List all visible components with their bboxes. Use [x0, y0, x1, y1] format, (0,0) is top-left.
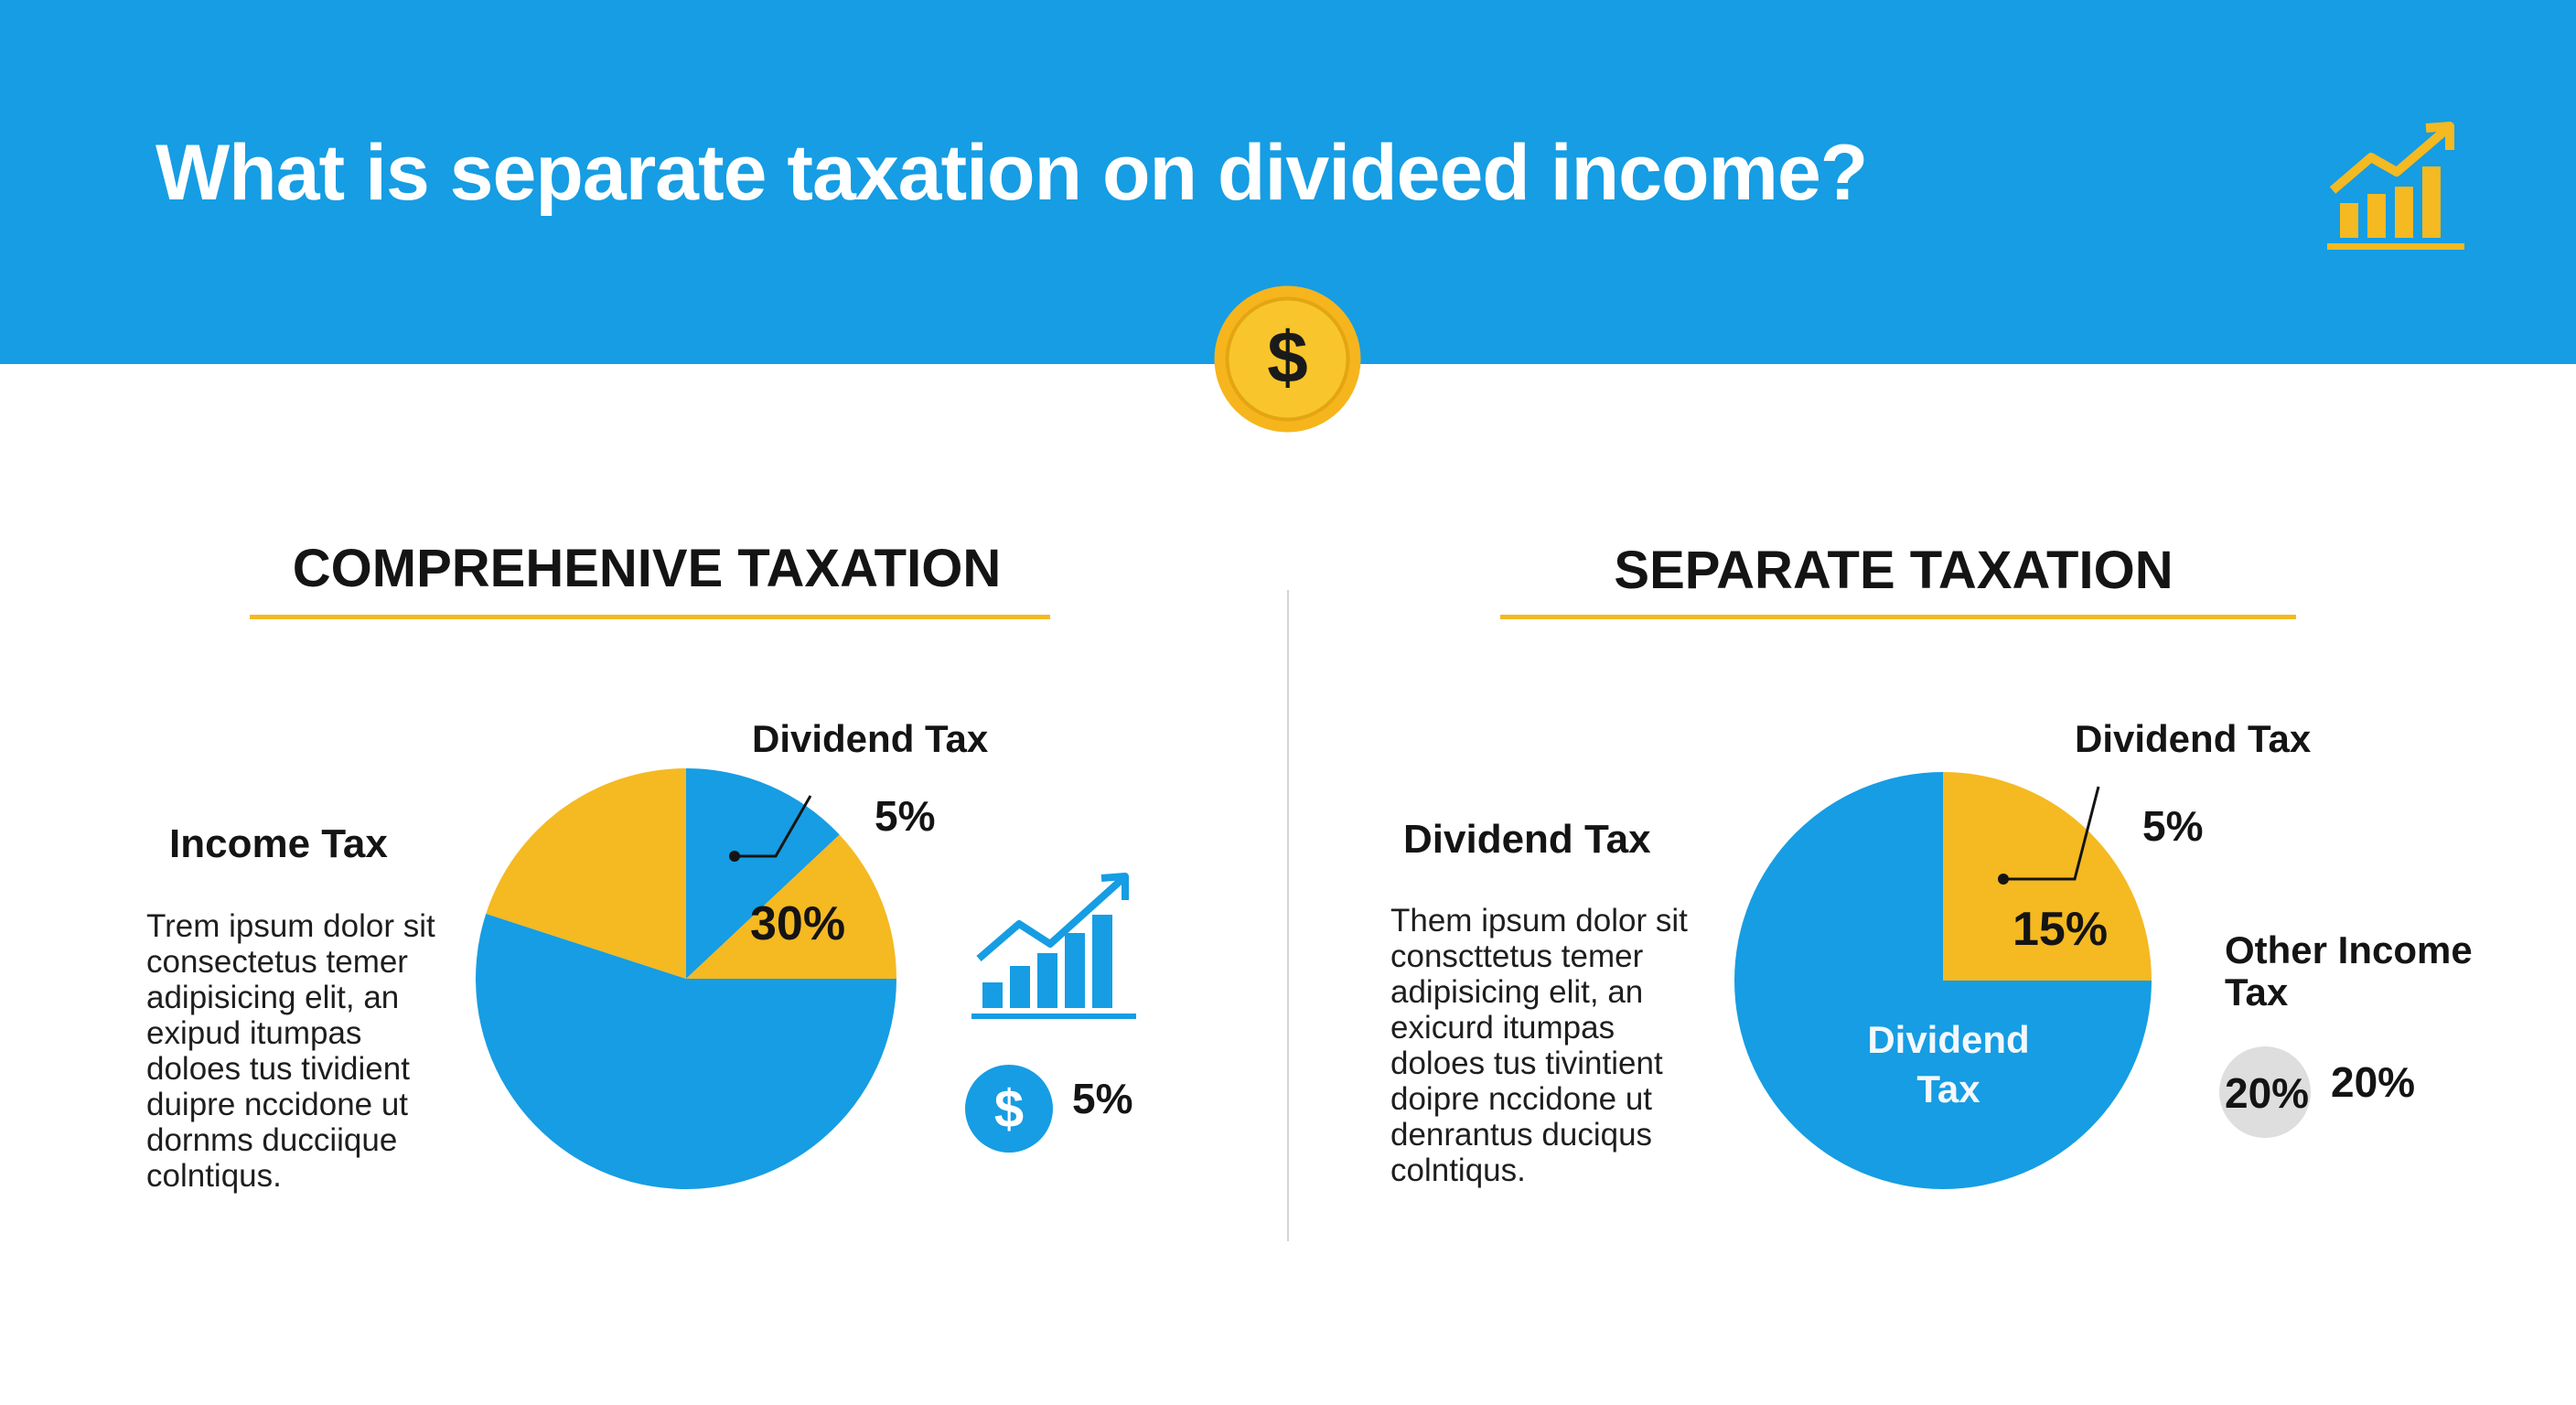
pie-slice-4 — [486, 768, 686, 979]
extra-percent: 5% — [1072, 1075, 1133, 1122]
pie-slice-2 — [1734, 772, 2152, 1189]
percent-badge — [2219, 1046, 2311, 1138]
description-text: Them ipsum dolor sit conscttetus temer a… — [1390, 903, 1688, 1188]
pie-slice-2 — [686, 834, 896, 979]
other-income-percent: 20% — [2331, 1058, 2416, 1106]
callout-leader-line — [1998, 786, 2100, 885]
callout-percent: 5% — [875, 792, 936, 840]
other-income-tax-label: Other Income Tax — [2225, 928, 2473, 1014]
callout-percent: 5% — [2142, 802, 2204, 850]
section-title-separate: SEPARATE TAXATION — [1614, 541, 2174, 600]
svg-text:$: $ — [994, 1079, 1024, 1139]
growth-chart-icon — [971, 873, 1136, 1019]
pie-inside-label: Dividend Tax — [1867, 1018, 2030, 1110]
growth-chart-icon — [2327, 122, 2464, 250]
title-underline — [1500, 615, 2296, 619]
badge-percent: 20% — [2225, 1069, 2310, 1117]
income-tax-label: Income Tax — [169, 821, 388, 866]
svg-text:$: $ — [1267, 316, 1308, 398]
description-text: Trem ipsum dolor sit consectetus temer a… — [146, 908, 435, 1194]
section-title-comprehensive: COMPREHENIVE TAXATION — [292, 539, 1002, 598]
dividend-tax-side-label: Dividend Tax — [1403, 817, 1651, 862]
slice-percent-label: 30% — [750, 897, 846, 950]
dollar-circle-icon: $ — [965, 1065, 1053, 1153]
title-underline — [250, 615, 1050, 619]
callout-leader-line — [729, 795, 812, 862]
dollar-coin-icon: $ — [1214, 285, 1361, 433]
pie-chart-comprehensive — [475, 768, 896, 1190]
column-divider — [1287, 590, 1289, 1241]
dividend-tax-callout-label: Dividend Tax — [752, 717, 989, 760]
pie-slice-1 — [686, 768, 840, 979]
pie-slice-1 — [1943, 772, 2152, 981]
pie-chart-separate — [1734, 772, 2152, 1189]
page-title: What is separate taxation on divideed in… — [156, 129, 1868, 217]
dividend-tax-callout-label: Dividend Tax — [2075, 717, 2312, 760]
pie-slice-3 — [475, 913, 896, 1190]
slice-percent-label: 15% — [2012, 903, 2109, 956]
